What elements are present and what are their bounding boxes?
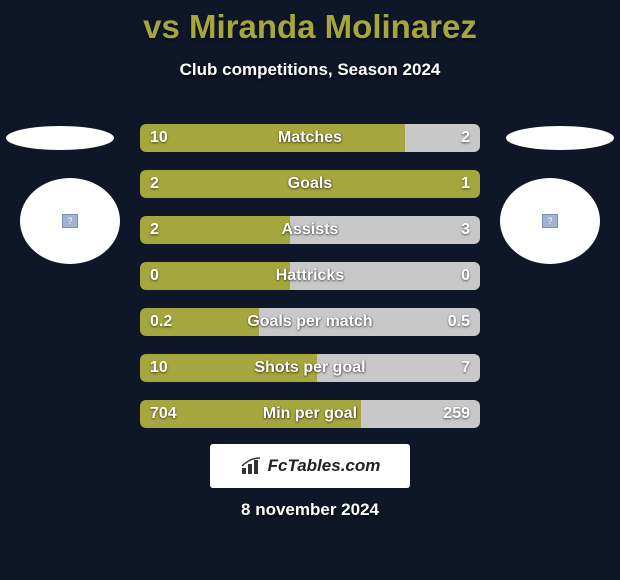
stat-row: Goals per match0.2 0.5 xyxy=(140,308,480,336)
stat-value-right: 2 xyxy=(461,124,470,152)
stat-value-left: 10 xyxy=(150,124,168,152)
stat-row: Shots per goal10 7 xyxy=(140,354,480,382)
stat-value-right: 259 xyxy=(443,400,470,428)
stat-value-right: 7 xyxy=(461,354,470,382)
stat-row: Matches10 2 xyxy=(140,124,480,152)
stat-row: Hattricks0 0 xyxy=(140,262,480,290)
question-icon: ? xyxy=(541,214,559,228)
subtitle: Club competitions, Season 2024 xyxy=(0,60,620,80)
logo-text: FcTables.com xyxy=(268,456,381,476)
stat-value-left: 0 xyxy=(150,262,159,290)
right-player-badge: ? xyxy=(500,178,600,264)
chart-icon xyxy=(240,456,264,476)
title-text: vs Miranda Molinarez xyxy=(143,8,477,45)
stat-row: Goals2 1 xyxy=(140,170,480,198)
stat-label: Shots per goal xyxy=(140,354,480,382)
stat-value-right: 1 xyxy=(461,170,470,198)
question-icon: ? xyxy=(61,214,79,228)
stat-row: Min per goal704 259 xyxy=(140,400,480,428)
stat-label: Min per goal xyxy=(140,400,480,428)
stat-label: Goals per match xyxy=(140,308,480,336)
stat-value-left: 2 xyxy=(150,170,159,198)
stat-value-left: 2 xyxy=(150,216,159,244)
stat-value-left: 0.2 xyxy=(150,308,172,336)
stat-label: Assists xyxy=(140,216,480,244)
stat-label: Hattricks xyxy=(140,262,480,290)
stats-bars: Matches102Goals21Assists23Hattricks00Goa… xyxy=(140,124,480,446)
stat-value-right: 3 xyxy=(461,216,470,244)
stat-value-left: 10 xyxy=(150,354,168,382)
stat-label: Goals xyxy=(140,170,480,198)
stat-value-right: 0.5 xyxy=(448,308,470,336)
fctables-logo: FcTables.com xyxy=(210,444,410,488)
left-player-ellipse xyxy=(6,126,114,150)
stat-value-left: 704 xyxy=(150,400,177,428)
stat-row: Assists2 3 xyxy=(140,216,480,244)
stat-value-right: 0 xyxy=(461,262,470,290)
left-player-badge: ? xyxy=(20,178,120,264)
right-player-ellipse xyxy=(506,126,614,150)
date-text: 8 november 2024 xyxy=(0,500,620,520)
page-title: vs Miranda Molinarez xyxy=(0,0,620,46)
stat-label: Matches xyxy=(140,124,480,152)
